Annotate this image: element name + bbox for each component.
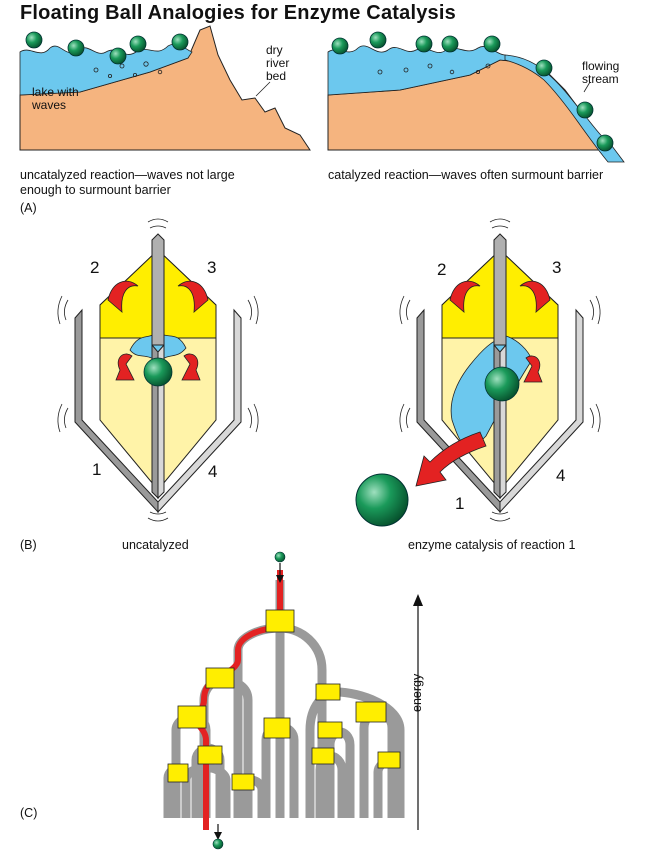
red-arrow bbox=[519, 280, 551, 313]
panel-b-letter: (B) bbox=[20, 538, 37, 552]
reaction-3-label: 3 bbox=[552, 258, 562, 277]
ball bbox=[212, 838, 224, 850]
red-arrow bbox=[177, 280, 209, 313]
ball bbox=[129, 35, 147, 53]
ball bbox=[596, 134, 614, 152]
flowing-stream-label: flowing stream bbox=[582, 60, 619, 86]
ball bbox=[67, 39, 85, 57]
panel-c-tree bbox=[163, 551, 423, 850]
panel-b-right-caption: enzyme catalysis of reaction 1 bbox=[408, 538, 576, 552]
panel-a-letter: (A) bbox=[20, 201, 37, 215]
lake-label: lake with waves bbox=[32, 86, 79, 112]
red-arrow bbox=[115, 353, 135, 381]
ball bbox=[483, 35, 501, 53]
big-red-arrow bbox=[415, 431, 487, 487]
reaction-1-label: 1 bbox=[455, 494, 465, 513]
reaction-3-label: 3 bbox=[207, 258, 217, 277]
figure-title: Floating Ball Analogies for Enzyme Catal… bbox=[20, 2, 456, 24]
red-arrow bbox=[523, 355, 543, 383]
stream-label-line-2: stream bbox=[582, 72, 619, 86]
panel-a-left-caption: uncatalyzed reaction—waves not large eno… bbox=[20, 168, 235, 198]
right-balls bbox=[331, 31, 614, 152]
left-balls bbox=[25, 31, 189, 65]
dry-label-line-1: dry bbox=[266, 43, 283, 57]
panel-b-left-caption: uncatalyzed bbox=[122, 538, 189, 552]
ball bbox=[274, 551, 286, 563]
panel-b-right-box bbox=[355, 218, 601, 527]
dry-riverbed-label: dry river bed bbox=[266, 44, 289, 83]
panel-c-letter: (C) bbox=[20, 806, 38, 820]
ball bbox=[484, 366, 520, 402]
caption-line-1: uncatalyzed reaction—waves not large bbox=[20, 168, 235, 182]
ball bbox=[535, 59, 553, 77]
reaction-2-label: 2 bbox=[437, 260, 447, 279]
panel-b-left-box bbox=[57, 218, 259, 522]
reaction-4-label: 4 bbox=[208, 462, 218, 481]
ball bbox=[109, 47, 127, 65]
ball bbox=[441, 35, 459, 53]
lake-label-line-1: lake with bbox=[32, 85, 79, 99]
ball bbox=[331, 37, 349, 55]
ball bbox=[25, 31, 43, 49]
caption-line-2: enough to surmount barrier bbox=[20, 183, 171, 197]
ball bbox=[171, 33, 189, 51]
dry-label-line-2: river bbox=[266, 56, 290, 70]
panel-a-left-scene bbox=[19, 25, 311, 151]
ball bbox=[355, 473, 409, 527]
reaction-2-label: 2 bbox=[90, 258, 100, 277]
stream-label-line-1: flowing bbox=[582, 59, 620, 73]
panel-a-right-scene bbox=[327, 31, 625, 163]
lake-label-line-2: waves bbox=[32, 98, 67, 112]
reaction-1-label: 1 bbox=[92, 460, 102, 479]
reaction-4-label: 4 bbox=[556, 466, 566, 485]
ball bbox=[576, 101, 594, 119]
dry-label-line-3: bed bbox=[266, 69, 287, 83]
panel-a-right-caption: catalyzed reaction—waves often surmount … bbox=[328, 168, 604, 182]
energy-axis-label: energy bbox=[410, 673, 424, 712]
red-arrow bbox=[181, 353, 201, 381]
red-arrow bbox=[107, 280, 139, 313]
ball bbox=[415, 35, 433, 53]
ball bbox=[369, 31, 387, 49]
red-arrow bbox=[449, 280, 481, 313]
ball bbox=[143, 357, 173, 387]
